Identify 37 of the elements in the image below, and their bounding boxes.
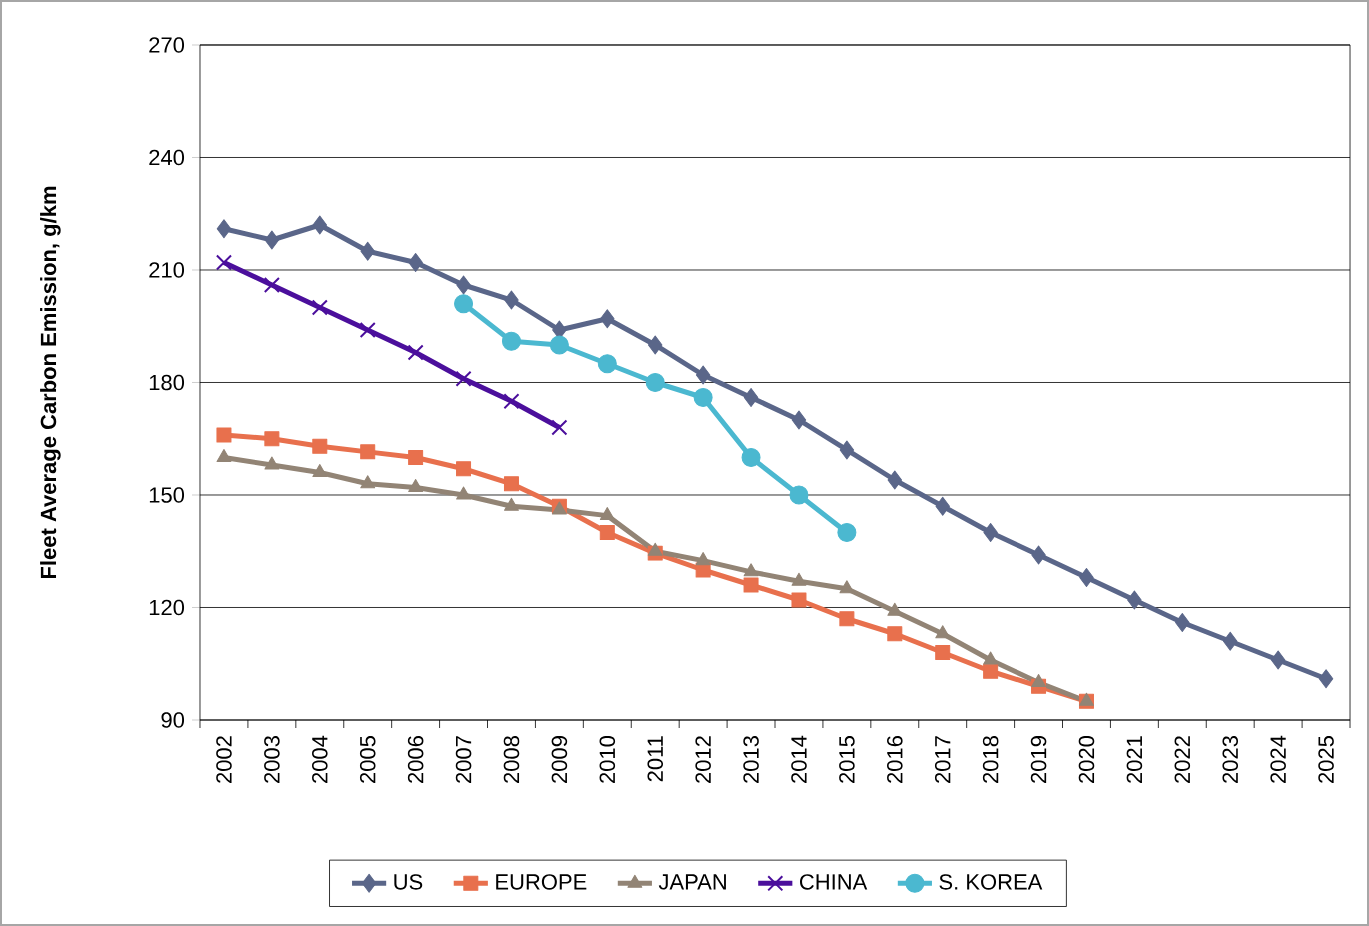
y-tick-label: 180 bbox=[149, 374, 185, 391]
x-tick-label: 2003 bbox=[264, 736, 280, 783]
legend-label: US bbox=[394, 874, 423, 890]
y-axis-title: Fleet Average Carbon Emission, g/km bbox=[40, 186, 61, 579]
x-tick-label: 2023 bbox=[1222, 736, 1239, 783]
y-tick-label: 120 bbox=[149, 599, 185, 616]
x-tick-label: 2005 bbox=[359, 736, 376, 783]
x-tick-label: 2021 bbox=[1126, 736, 1143, 783]
y-tick-label: 210 bbox=[149, 262, 185, 278]
x-tick-label: 2016 bbox=[887, 736, 903, 783]
legend-label: CHINA bbox=[799, 874, 868, 890]
x-tick-label: 2009 bbox=[551, 736, 568, 783]
x-tick-label: 2024 bbox=[1270, 735, 1286, 783]
x-tick-label: 2018 bbox=[982, 736, 999, 783]
x-tick-label: 2010 bbox=[599, 735, 616, 783]
legend-label: JAPAN bbox=[658, 874, 726, 890]
y-tick-label: 150 bbox=[149, 487, 185, 503]
x-tick-label: 2020 bbox=[1078, 735, 1095, 783]
x-tick-label: 2015 bbox=[839, 736, 855, 783]
y-tick-label: 90 bbox=[161, 712, 185, 728]
x-tick-label: 2006 bbox=[407, 736, 424, 783]
x-tick-label: 2004 bbox=[312, 735, 328, 783]
x-tick-label: 2012 bbox=[695, 736, 711, 783]
x-tick-label: 2008 bbox=[503, 736, 520, 783]
x-tick-label: 2007 bbox=[455, 736, 472, 783]
legend-label: EUROPE bbox=[496, 874, 587, 890]
x-tick-label: 2013 bbox=[743, 736, 759, 783]
x-tick-label: 2011 bbox=[647, 736, 664, 782]
x-tick-label: 2019 bbox=[1030, 736, 1047, 783]
x-tick-label: 2022 bbox=[1174, 736, 1191, 783]
x-tick-label: 2017 bbox=[934, 736, 951, 783]
x-tick-label: 2014 bbox=[791, 735, 807, 783]
y-tick-label: 240 bbox=[149, 149, 185, 166]
y-tick-label: 270 bbox=[149, 37, 185, 53]
x-tick-label: 2025 bbox=[1318, 736, 1334, 783]
x-tick-label: 2002 bbox=[216, 736, 232, 783]
legend-label: S. KOREA bbox=[939, 874, 1043, 890]
